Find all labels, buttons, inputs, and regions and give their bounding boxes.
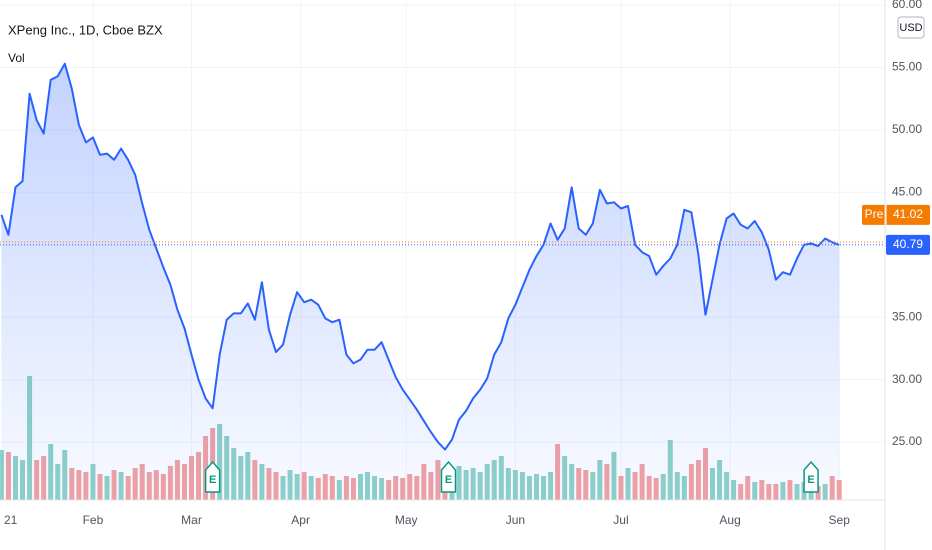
chart-title: XPeng Inc., 1D, Cboe BZX bbox=[8, 22, 163, 37]
axes-layer: 25.00 30.00 35.00 45.00 50.00 55.00 60.00 21 Feb… bbox=[4, 0, 930, 527]
x-tick-label: Aug bbox=[719, 513, 740, 527]
pre-market-label: 41.02 bbox=[893, 207, 923, 221]
currency-label[interactable]: USD bbox=[899, 22, 922, 34]
y-tick-label: 25.00 bbox=[892, 434, 922, 448]
y-tick-label: 50.00 bbox=[892, 122, 922, 136]
price-line bbox=[0, 62, 840, 451]
x-tick-label: May bbox=[395, 513, 418, 527]
y-tick-label: 35.00 bbox=[892, 309, 922, 323]
earnings-marker bbox=[440, 460, 457, 493]
last-price-box bbox=[886, 234, 930, 255]
x-tick-label: 21 bbox=[4, 513, 18, 527]
x-tick-label: Mar bbox=[181, 513, 202, 527]
x-tick-label: Jul bbox=[613, 513, 628, 527]
x-tick-label: Apr bbox=[291, 513, 310, 527]
x-tick-label: Jun bbox=[506, 513, 525, 527]
y-tick-label: 45.00 bbox=[892, 184, 922, 198]
x-tick-label: Sep bbox=[829, 513, 851, 527]
earnings-marker bbox=[204, 460, 221, 493]
last-price-label: 40.79 bbox=[893, 237, 923, 251]
currency-box[interactable] bbox=[897, 16, 925, 39]
y-tick-label: 30.00 bbox=[892, 372, 922, 386]
indicator-label: Vol bbox=[8, 51, 25, 65]
y-tick-label: 55.00 bbox=[892, 60, 922, 74]
earnings-marker bbox=[803, 460, 819, 493]
price-area bbox=[1, 63, 840, 500]
pre-market-box bbox=[862, 204, 930, 225]
earnings-label: E bbox=[209, 474, 216, 486]
earnings-label: E bbox=[445, 474, 452, 486]
x-tick-label: Feb bbox=[83, 513, 104, 527]
volume-bar bbox=[836, 480, 842, 500]
y-tick-label: 60.00 bbox=[892, 0, 922, 11]
pre-market-tag: Pre bbox=[865, 207, 884, 221]
earnings-label: E bbox=[807, 474, 814, 486]
